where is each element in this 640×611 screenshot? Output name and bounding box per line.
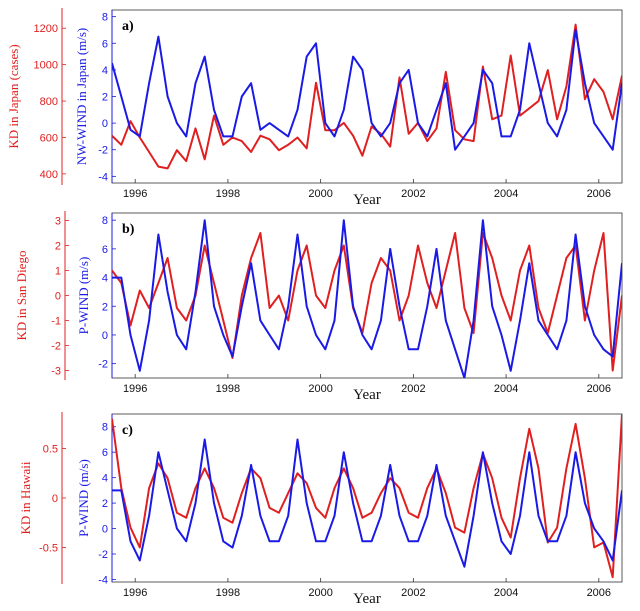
x-tick-label: 2004 (494, 587, 518, 599)
left-y-tick-label: 400 (40, 169, 58, 181)
x-tick-label: 1996 (123, 587, 147, 599)
x-tick-label: 2006 (587, 383, 611, 395)
wind-y-tick-label: 8 (102, 215, 108, 227)
wind-y-tick-label: 4 (102, 473, 108, 485)
wind-y-tick-label: 6 (102, 447, 108, 459)
x-tick-label: 1996 (123, 188, 147, 200)
plot-frame (111, 212, 623, 379)
wind-y-tick-label: -4 (98, 171, 108, 183)
wind-series-line (112, 438, 622, 568)
left-y-axis-label: KD in Japan (cases) (6, 44, 21, 148)
x-tick-label: 2002 (401, 587, 425, 599)
x-tick-label: 1996 (123, 383, 147, 395)
kd-series-line (112, 23, 622, 170)
left-y-tick-label: 1000 (34, 60, 58, 72)
left-y-tick-label: 2 (55, 241, 61, 253)
panel-label: a) (122, 19, 134, 34)
panel-label: b) (122, 222, 135, 237)
chart-panel-b: 1996 1998 2000 2002 2004 2006 -3 -2 -1 0 1 2 3 -2 0 2 4 6… (14, 211, 623, 403)
left-y-tick-label: 1 (55, 266, 61, 278)
kd-series-line (112, 414, 622, 579)
wind-y-axis-label: P-WIND (m/s) (76, 257, 91, 335)
left-y-tick-label: 600 (40, 132, 58, 144)
series-group (112, 414, 622, 579)
wind-y-tick-label: -2 (98, 549, 108, 561)
x-tick-label: 1998 (216, 188, 240, 200)
series-group (112, 23, 622, 170)
kd-series-line (112, 232, 622, 372)
chart-panel-c: 1996 1998 2000 2002 2004 2006 -0.5 0 0.5 -4 -2 0 2 4 6… (18, 412, 623, 607)
wind-y-tick-label: 6 (102, 244, 108, 256)
wind-y-tick-label: 0 (102, 330, 108, 342)
wind-series-line (112, 219, 622, 378)
left-y-axis-label: KD in San Diego (14, 251, 29, 341)
wind-y-tick-label: 4 (102, 65, 108, 77)
x-tick-label: 2000 (308, 587, 332, 599)
x-tick-label: 2000 (308, 383, 332, 395)
left-y-tick-label: -3 (51, 366, 61, 378)
x-tick-label: 2004 (494, 188, 518, 200)
left-y-tick-label: 800 (40, 96, 58, 108)
x-tick-label: 2006 (587, 587, 611, 599)
series-group (112, 219, 622, 378)
x-tick-label: 2002 (401, 383, 425, 395)
chart-panel-a: 1996 1998 2000 2002 2004 2006 400 600 800 1000 120… (6, 8, 623, 208)
panel-label: c) (122, 423, 133, 438)
x-tick-label: 1998 (216, 587, 240, 599)
wind-y-tick-label: 0 (102, 118, 108, 130)
wind-y-tick-label: 2 (102, 92, 108, 104)
wind-y-tick-label: 8 (102, 12, 108, 24)
left-y-axis-label: KD in Hawaii (18, 461, 33, 534)
x-tick-label: 1998 (216, 383, 240, 395)
left-y-tick-label: 0 (52, 493, 58, 505)
wind-y-tick-label: 0 (102, 524, 108, 536)
left-y-tick-label: 0 (55, 291, 61, 303)
wind-y-tick-label: -2 (98, 145, 108, 157)
left-y-tick-label: -1 (51, 316, 61, 328)
plot-frame (111, 413, 623, 583)
left-y-tick-label: 0.5 (43, 444, 58, 456)
left-y-tick-label: -2 (51, 341, 61, 353)
wind-y-axis-label: NW-WIND in Japan (m/s) (74, 28, 89, 166)
wind-y-tick-label: 8 (102, 422, 108, 434)
wind-y-axis-label: P-WIND (m/s) (76, 459, 91, 537)
wind-y-tick-label: 2 (102, 301, 108, 313)
wind-y-tick-label: 4 (102, 273, 108, 285)
x-tick-label: 2000 (308, 188, 332, 200)
wind-y-tick-label: 6 (102, 38, 108, 50)
left-y-tick-label: 3 (55, 216, 61, 228)
wind-series-line (112, 29, 622, 151)
wind-y-tick-label: -2 (98, 359, 108, 371)
left-y-tick-label: -0.5 (39, 542, 58, 554)
left-y-tick-label: 1200 (34, 23, 58, 35)
x-tick-label: 2004 (494, 383, 518, 395)
x-axis-label: Year (353, 591, 381, 607)
x-tick-label: 2006 (587, 188, 611, 200)
x-tick-label: 2002 (401, 188, 425, 200)
wind-y-tick-label: -4 (98, 574, 108, 586)
x-axis-label: Year (353, 387, 381, 403)
x-axis-label: Year (353, 192, 381, 208)
wind-y-tick-label: 2 (102, 498, 108, 510)
